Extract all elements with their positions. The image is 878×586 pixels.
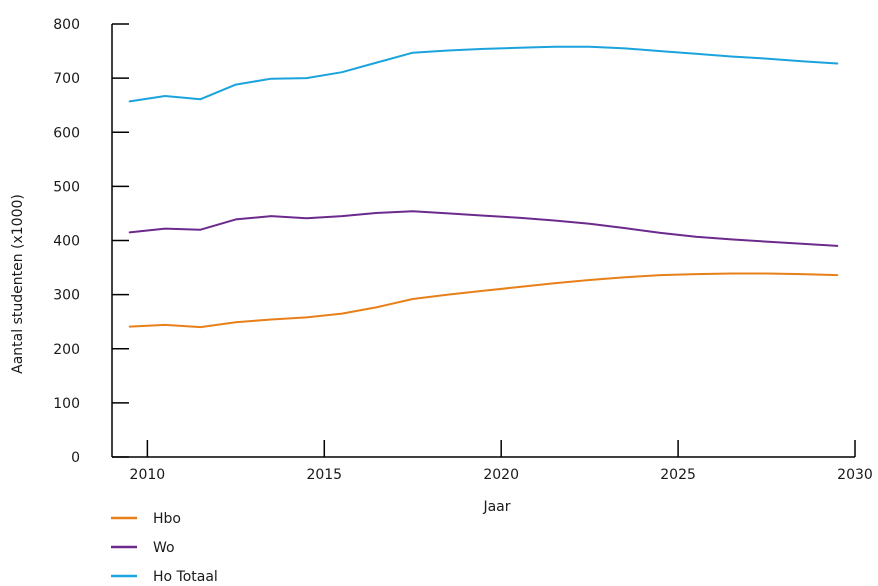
y-tick-label: 700 [53,71,80,87]
y-tick-label: 200 [53,342,80,358]
x-tick-label: 2010 [130,467,166,483]
series-line-hbo [128,272,839,329]
x-axis-title: Jaar [482,499,510,515]
y-tick-label: 800 [53,17,80,33]
series-layer [128,45,839,329]
y-tick-label: 0 [71,450,80,466]
series-line-wo [128,210,839,247]
axes: 0 100 200 300 400 500 600 700 800 2010 2015 2020 202… [53,17,873,483]
x-tick-label: 2025 [660,467,696,483]
y-tick-label: 600 [53,125,80,141]
legend-label-hbo: Hbo [153,511,181,527]
y-axis-title: Aantal studenten (x1000) [10,194,26,374]
y-tick-label: 500 [53,179,80,195]
legend: Hbo Wo Ho Totaal [111,511,218,585]
y-tick-label: 300 [53,288,80,304]
x-tick-label: 2020 [483,467,519,483]
series-line-ho-totaal [128,45,839,103]
y-tick-label: 100 [53,396,80,412]
y-tick-label: 400 [53,234,80,250]
x-tick-label: 2015 [306,467,342,483]
legend-label-wo: Wo [153,540,175,556]
x-tick-label: 2030 [837,467,873,483]
legend-label-ho-totaal: Ho Totaal [153,569,218,585]
